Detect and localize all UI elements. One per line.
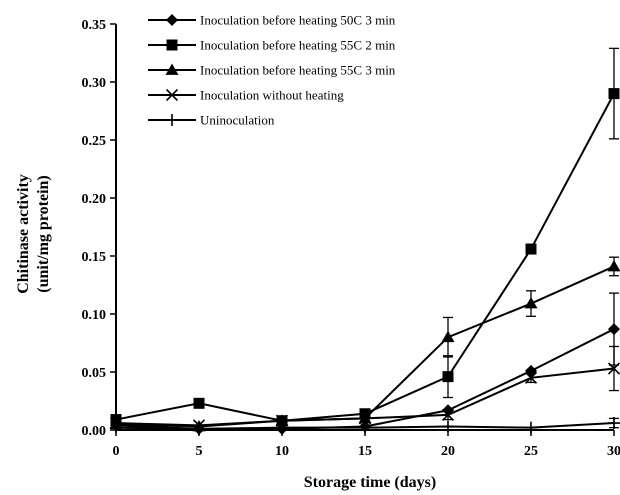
x-tick-label: 20 bbox=[441, 444, 455, 459]
y-tick-label: 0.20 bbox=[82, 192, 107, 207]
legend-item: Inoculation before heating 55C 3 min bbox=[148, 63, 396, 78]
y-tick-label: 0.05 bbox=[82, 366, 107, 381]
series-line bbox=[115, 265, 615, 428]
x-tick-label: 30 bbox=[607, 444, 620, 459]
series-4 bbox=[109, 345, 620, 432]
legend-item: Inoculation before heating 50C 3 min bbox=[148, 13, 396, 28]
legend-label: Inoculation before heating 50C 3 min bbox=[200, 13, 396, 28]
y-tick-label: 0.30 bbox=[82, 76, 107, 91]
x-axis-title: Storage time (days) bbox=[304, 474, 436, 491]
x-tick-label: 0 bbox=[113, 444, 120, 459]
x-marker bbox=[607, 362, 620, 375]
legend-item: Inoculation without heating bbox=[148, 88, 344, 103]
plus-marker bbox=[442, 420, 454, 433]
y-tick-label: 0.10 bbox=[82, 308, 107, 323]
legend-label: Inoculation before heating 55C 3 min bbox=[200, 63, 396, 78]
plus-marker bbox=[166, 114, 178, 126]
plus-marker bbox=[525, 421, 537, 434]
square-marker bbox=[166, 39, 178, 51]
x-marker bbox=[524, 371, 538, 384]
chart-series bbox=[109, 47, 620, 435]
chart-legend: Inoculation before heating 50C 3 min Inoc… bbox=[148, 13, 396, 128]
x-marker bbox=[441, 408, 455, 421]
chart-ticks: 0 5 10 15 20 25 30 0.00 0.05 0.10 0.15 0.20 0.25 0.30… bbox=[82, 18, 620, 459]
legend-item: Inoculation before heating 55C 2 min bbox=[148, 38, 396, 53]
triangle-marker bbox=[524, 297, 538, 309]
series-5 bbox=[110, 417, 620, 435]
triangle-marker bbox=[165, 63, 179, 75]
x-tick-label: 10 bbox=[275, 444, 289, 459]
legend-item: Uninoculation bbox=[148, 113, 275, 128]
triangle-marker bbox=[607, 259, 620, 272]
diamond-marker bbox=[166, 14, 178, 26]
square-marker bbox=[442, 371, 454, 383]
legend-label: Inoculation before heating 55C 2 min bbox=[200, 38, 396, 53]
plus-marker bbox=[276, 421, 288, 434]
y-tick-label: 0.35 bbox=[82, 18, 107, 33]
y-tick-label: 0.00 bbox=[82, 424, 107, 439]
x-tick-label: 25 bbox=[524, 444, 538, 459]
x-marker bbox=[358, 412, 372, 425]
x-marker bbox=[165, 88, 179, 102]
square-marker bbox=[608, 88, 620, 100]
x-tick-label: 5 bbox=[196, 444, 203, 459]
x-tick-label: 15 bbox=[358, 444, 372, 459]
square-marker bbox=[193, 397, 205, 409]
plus-marker bbox=[608, 417, 620, 430]
plus-marker bbox=[193, 422, 205, 435]
triangle-marker bbox=[441, 330, 455, 343]
y-tick-label: 0.25 bbox=[82, 134, 107, 149]
legend-label: Uninoculation bbox=[200, 113, 275, 128]
plus-marker bbox=[359, 421, 371, 434]
x-marker bbox=[275, 414, 289, 427]
y-axis-title-line2: (unit/mg protein) bbox=[35, 175, 52, 292]
series-line bbox=[115, 93, 615, 422]
legend-label: Inoculation without heating bbox=[200, 88, 344, 103]
series-2 bbox=[110, 47, 620, 427]
y-tick-label: 0.15 bbox=[82, 250, 107, 265]
chart-axes bbox=[115, 24, 614, 431]
square-marker bbox=[525, 243, 537, 255]
plus-marker bbox=[110, 421, 122, 434]
diamond-marker bbox=[608, 323, 620, 336]
y-axis-title-line1: Chitinase activity bbox=[15, 174, 32, 294]
